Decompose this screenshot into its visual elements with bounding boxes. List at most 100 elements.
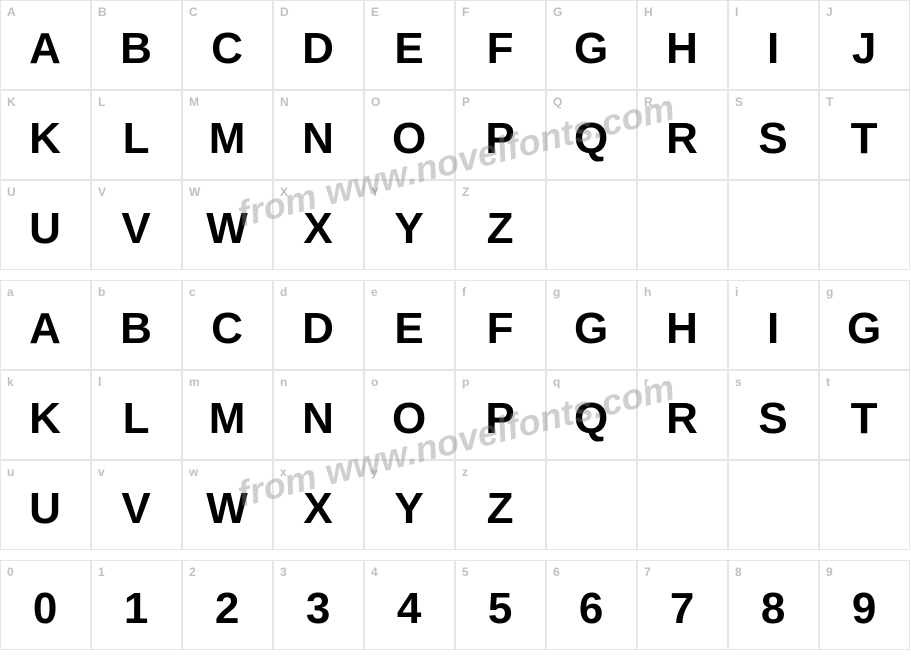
glyph-cell: UU (0, 180, 91, 270)
cell-key-label: R (644, 95, 653, 109)
cell-glyph: H (666, 304, 699, 354)
glyph-cell: mM (182, 370, 273, 460)
cell-key-label: K (7, 95, 16, 109)
cell-glyph: 9 (852, 584, 877, 634)
cell-glyph: Z (487, 484, 515, 534)
cell-key-label: p (462, 375, 470, 389)
cell-glyph: Q (574, 114, 609, 164)
glyph-cell: MM (182, 90, 273, 180)
cell-glyph: N (302, 394, 335, 444)
cell-key-label: b (98, 285, 106, 299)
cell-glyph: 1 (124, 584, 149, 634)
glyph-cell: HH (637, 0, 728, 90)
glyph-cell: 00 (0, 560, 91, 650)
cell-key-label: c (189, 285, 196, 299)
cell-key-label: y (371, 465, 378, 479)
cell-glyph: K (29, 114, 62, 164)
cell-glyph: V (121, 204, 151, 254)
cell-glyph: E (394, 304, 424, 354)
glyph-cell: BB (91, 0, 182, 90)
glyph-cell: XX (273, 180, 364, 270)
cell-glyph: T (851, 394, 879, 444)
cell-key-label: V (98, 185, 106, 199)
cell-glyph: A (29, 24, 62, 74)
cell-key-label: H (644, 5, 653, 19)
glyph-cell: dD (273, 280, 364, 370)
glyph-cell: lL (91, 370, 182, 460)
cell-key-label: l (98, 375, 102, 389)
cell-key-label: P (462, 95, 470, 109)
glyph-cell: GG (546, 0, 637, 90)
cell-glyph: 2 (215, 584, 240, 634)
glyph-cell: OO (364, 90, 455, 180)
cell-glyph: G (574, 304, 609, 354)
cell-glyph: C (211, 304, 244, 354)
glyph-cell: uU (0, 460, 91, 550)
cell-glyph: T (851, 114, 879, 164)
cell-key-label: 0 (7, 565, 14, 579)
cell-glyph: M (209, 114, 247, 164)
cell-glyph: 6 (579, 584, 604, 634)
cell-key-label: 5 (462, 565, 469, 579)
cell-key-label: N (280, 95, 289, 109)
cell-glyph: C (211, 24, 244, 74)
cell-key-label: X (280, 185, 288, 199)
cell-key-label: 1 (98, 565, 105, 579)
glyph-grid: AABBCCDDEEFFGGHHIIJJKKLLMMNNOOPPQQRRSSTT… (0, 0, 910, 650)
glyph-cell: NN (273, 90, 364, 180)
glyph-cell: fF (455, 280, 546, 370)
cell-glyph: P (485, 394, 515, 444)
cell-key-label: t (826, 375, 830, 389)
cell-glyph: Z (487, 204, 515, 254)
cell-key-label: I (735, 5, 739, 19)
glyph-cell: PP (455, 90, 546, 180)
cell-key-label: a (7, 285, 14, 299)
cell-glyph: X (303, 484, 333, 534)
cell-glyph: Y (394, 204, 424, 254)
cell-glyph: G (847, 304, 882, 354)
cell-glyph: 4 (397, 584, 422, 634)
cell-key-label: r (644, 375, 649, 389)
glyph-cell (546, 180, 637, 270)
cell-glyph: R (666, 114, 699, 164)
glyph-cell: aA (0, 280, 91, 370)
glyph-cell: bB (91, 280, 182, 370)
glyph-cell: YY (364, 180, 455, 270)
cell-key-label: 7 (644, 565, 651, 579)
cell-key-label: O (371, 95, 381, 109)
cell-glyph: U (29, 204, 62, 254)
glyph-cell (637, 180, 728, 270)
cell-glyph: H (666, 24, 699, 74)
cell-key-label: E (371, 5, 379, 19)
cell-key-label: M (189, 95, 199, 109)
glyph-cell: xX (273, 460, 364, 550)
cell-glyph: P (485, 114, 515, 164)
cell-key-label: U (7, 185, 16, 199)
cell-key-label: J (826, 5, 833, 19)
cell-key-label: n (280, 375, 288, 389)
cell-key-label: m (189, 375, 200, 389)
cell-glyph: W (206, 204, 248, 254)
cell-glyph: B (120, 24, 153, 74)
glyph-cell: 44 (364, 560, 455, 650)
glyph-cell: VV (91, 180, 182, 270)
glyph-cell: tT (819, 370, 910, 460)
cell-key-label: u (7, 465, 15, 479)
cell-key-label: 9 (826, 565, 833, 579)
cell-glyph: V (121, 484, 151, 534)
cell-glyph: I (767, 24, 780, 74)
cell-key-label: z (462, 465, 468, 479)
glyph-cell: gG (819, 280, 910, 370)
glyph-cell: qQ (546, 370, 637, 460)
cell-key-label: i (735, 285, 739, 299)
glyph-cell: 99 (819, 560, 910, 650)
cell-glyph: I (767, 304, 780, 354)
cell-key-label: B (98, 5, 107, 19)
cell-key-label: C (189, 5, 198, 19)
cell-glyph: B (120, 304, 153, 354)
cell-key-label: W (189, 185, 201, 199)
glyph-cell: ZZ (455, 180, 546, 270)
cell-glyph: 3 (306, 584, 331, 634)
cell-glyph: O (392, 114, 427, 164)
glyph-cell: DD (273, 0, 364, 90)
